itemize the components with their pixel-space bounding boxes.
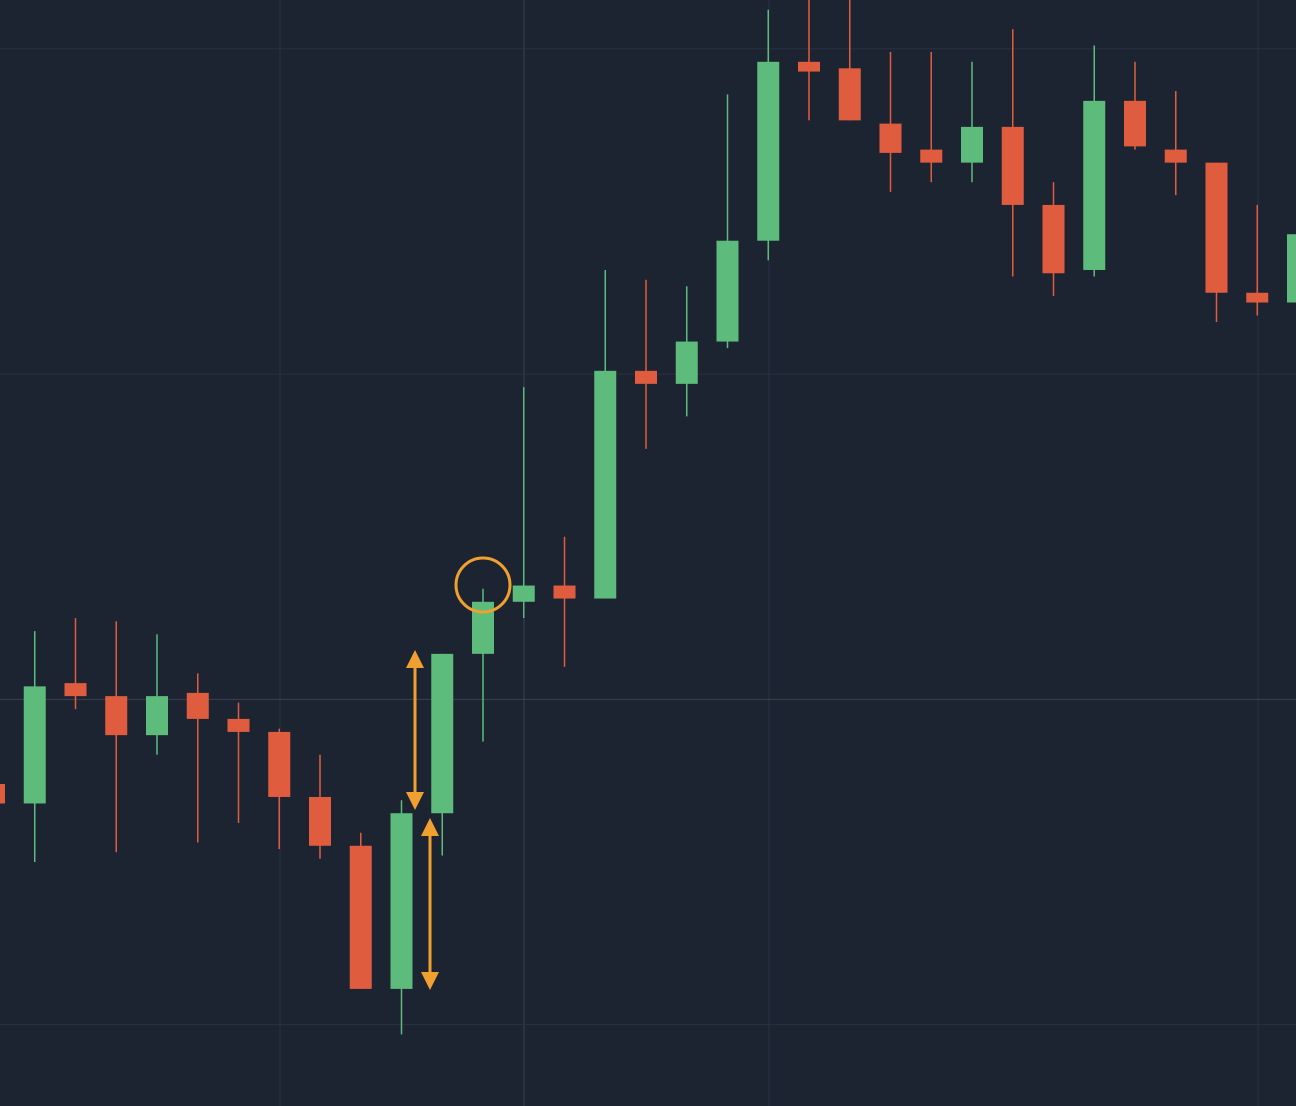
candle-body <box>1246 292 1269 303</box>
candle-body <box>1001 126 1024 205</box>
candle-body <box>472 601 494 654</box>
candle-body <box>186 692 209 719</box>
candle-body <box>390 813 413 989</box>
candle-body <box>349 845 372 989</box>
candle-body <box>105 696 128 736</box>
candle-body <box>675 341 698 384</box>
candle-body <box>512 585 535 602</box>
candle-body <box>1124 100 1146 147</box>
candle-body <box>1164 149 1187 163</box>
candle-body <box>64 683 87 697</box>
candle-body <box>227 718 250 732</box>
candle-body <box>838 68 861 121</box>
candle-body <box>309 796 331 846</box>
candle-body <box>553 585 576 599</box>
annotations <box>406 556 512 990</box>
candle-body <box>431 653 454 814</box>
candle-body <box>961 126 983 163</box>
arrow-head <box>421 972 439 990</box>
candle-body <box>1287 234 1296 303</box>
candle-body <box>920 149 943 163</box>
candle-body <box>1205 162 1228 293</box>
candle-body <box>1083 100 1106 270</box>
candle-body <box>798 61 820 72</box>
arrow-head <box>406 650 424 668</box>
highlight-circle <box>454 556 512 614</box>
candle-body <box>594 370 617 599</box>
arrow-head <box>421 818 439 836</box>
candle-body <box>1042 204 1065 274</box>
arrow-head <box>406 792 424 810</box>
candle-body <box>0 783 5 804</box>
candle-body <box>879 123 902 153</box>
candle-body <box>146 696 168 736</box>
candle-body <box>757 61 780 241</box>
candle-body <box>23 686 46 804</box>
candle-body <box>635 370 657 384</box>
candle-body <box>268 731 291 797</box>
candle-body <box>716 240 739 342</box>
